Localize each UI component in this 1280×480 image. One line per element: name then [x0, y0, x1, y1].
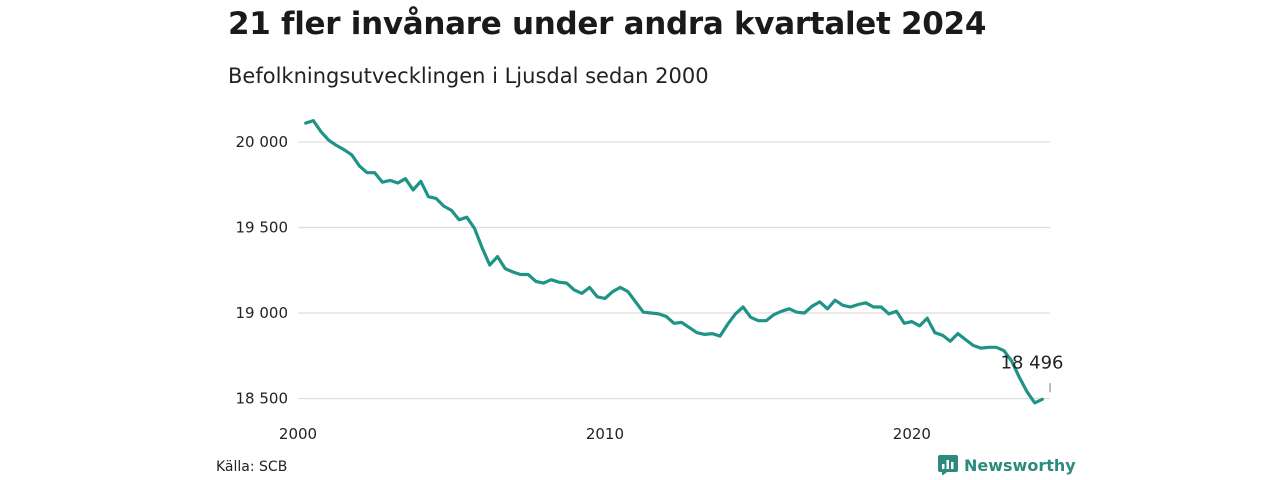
series-line [304, 118, 1044, 405]
x-tick-label: 2010 [586, 425, 624, 443]
chart-subtitle: Befolkningsutvecklingen i Ljusdal sedan … [228, 64, 709, 88]
series-layer [304, 118, 1044, 405]
brand-logo[interactable]: Newsworthy [938, 455, 1076, 475]
grid-layer [298, 141, 1050, 400]
tick-labels: 18 500 19 000 19 500 20 000 2000 2010 2020 [236, 133, 931, 443]
annotation-label: 18 496 [1001, 352, 1064, 373]
y-tick-label: 19 000 [236, 304, 289, 322]
annotation-layer: 18 496 [1001, 352, 1064, 393]
bar-chart-icon [938, 455, 958, 475]
y-tick-label: 18 500 [236, 390, 289, 408]
x-tick-label: 2000 [279, 425, 317, 443]
source-note: Källa: SCB [216, 459, 288, 475]
chart-title: 21 fler invånare under andra kvartalet 2… [228, 6, 987, 42]
brand-name: Newsworthy [964, 455, 1076, 475]
y-tick-label: 19 500 [236, 218, 289, 236]
y-tick-label: 20 000 [236, 133, 289, 151]
x-tick-label: 2020 [893, 425, 931, 443]
